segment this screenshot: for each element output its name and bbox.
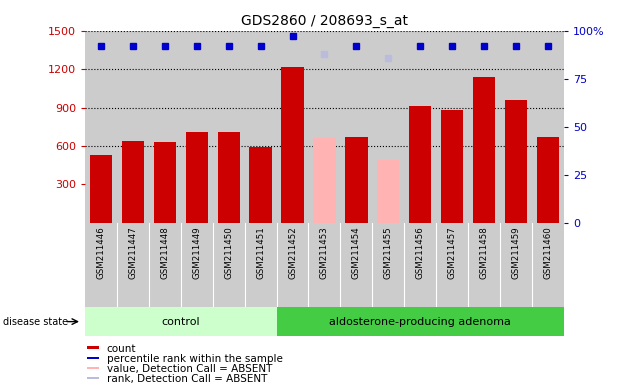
Bar [244, 223, 277, 307]
Bar [277, 223, 309, 307]
Text: GSM211446: GSM211446 [96, 226, 105, 279]
Text: GSM211459: GSM211459 [512, 226, 520, 279]
Text: GSM211450: GSM211450 [224, 226, 233, 279]
Bar [88, 377, 100, 379]
Bar [340, 31, 372, 223]
Bar [500, 31, 532, 223]
Text: aldosterone-producing adenoma: aldosterone-producing adenoma [329, 316, 511, 327]
Bar [532, 31, 564, 223]
Bar [436, 31, 468, 223]
Bar [186, 132, 208, 223]
Text: disease state: disease state [3, 316, 68, 327]
Text: GSM211454: GSM211454 [352, 226, 361, 279]
Bar [149, 31, 181, 223]
Bar [309, 31, 340, 223]
Bar [340, 223, 372, 307]
Bar [537, 137, 559, 223]
Bar [372, 31, 404, 223]
Text: GSM211449: GSM211449 [192, 226, 201, 279]
Bar [88, 346, 100, 349]
Text: value, Detection Call = ABSENT: value, Detection Call = ABSENT [106, 364, 272, 374]
Bar [149, 223, 181, 307]
Bar [277, 307, 564, 336]
Text: GSM211456: GSM211456 [416, 226, 425, 279]
Text: percentile rank within the sample: percentile rank within the sample [106, 354, 282, 364]
Bar [309, 223, 340, 307]
Bar [277, 31, 309, 223]
Bar [217, 132, 240, 223]
Bar [117, 31, 149, 223]
Bar [85, 307, 277, 336]
Text: rank, Detection Call = ABSENT: rank, Detection Call = ABSENT [106, 374, 267, 384]
Bar [122, 141, 144, 223]
Bar [313, 138, 336, 223]
Bar [404, 31, 436, 223]
Bar [500, 223, 532, 307]
Text: GSM211452: GSM211452 [288, 226, 297, 279]
Bar [90, 155, 112, 223]
Bar [181, 223, 213, 307]
Text: GSM211448: GSM211448 [161, 226, 169, 279]
Bar [85, 223, 117, 307]
Text: GSM211453: GSM211453 [320, 226, 329, 279]
Text: GSM211457: GSM211457 [448, 226, 457, 279]
Bar [249, 147, 272, 223]
Bar [154, 142, 176, 223]
Bar [213, 31, 244, 223]
Text: GSM211447: GSM211447 [129, 226, 137, 279]
Bar [181, 31, 213, 223]
Bar [468, 223, 500, 307]
Bar [345, 137, 367, 223]
Bar [372, 223, 404, 307]
Bar [88, 367, 100, 369]
Bar [505, 100, 527, 223]
Bar [213, 223, 244, 307]
Bar [436, 223, 468, 307]
Text: count: count [106, 344, 136, 354]
Text: control: control [161, 316, 200, 327]
Bar [88, 356, 100, 359]
Bar [441, 110, 463, 223]
Bar [377, 160, 399, 223]
Bar [404, 223, 436, 307]
Text: GSM211455: GSM211455 [384, 226, 392, 279]
Text: GSM211458: GSM211458 [479, 226, 488, 279]
Bar [282, 66, 304, 223]
Bar [409, 106, 432, 223]
Bar [468, 31, 500, 223]
Text: GSM211460: GSM211460 [544, 226, 553, 279]
Bar [473, 77, 495, 223]
Bar [85, 31, 117, 223]
Bar [117, 223, 149, 307]
Title: GDS2860 / 208693_s_at: GDS2860 / 208693_s_at [241, 14, 408, 28]
Bar [532, 223, 564, 307]
Text: GSM211451: GSM211451 [256, 226, 265, 279]
Bar [244, 31, 277, 223]
